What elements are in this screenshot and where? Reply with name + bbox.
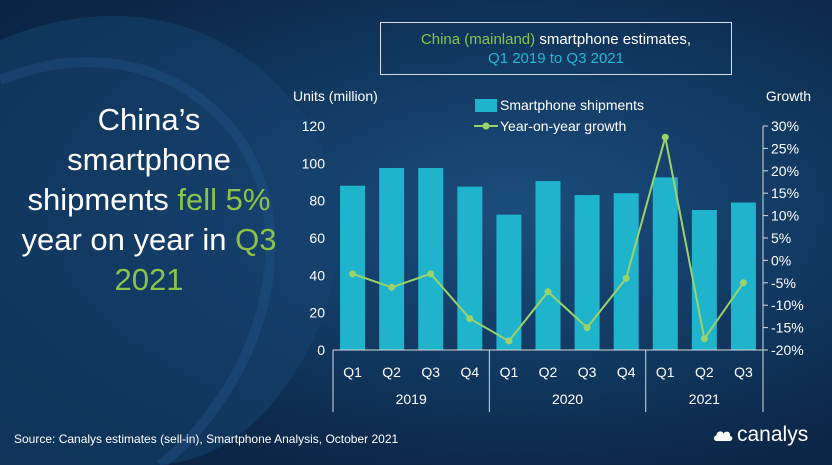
point-yoy-growth — [427, 270, 435, 278]
point-yoy-growth — [739, 279, 747, 287]
y-left-axis-title: Units (million) — [293, 88, 378, 104]
y-right-tick-label: -15% — [771, 320, 804, 336]
x-tick-label: Q1 — [656, 364, 675, 380]
x-tick-label: Q4 — [617, 364, 636, 380]
y-left-tick-label: 60 — [309, 230, 325, 246]
x-tick-label: Q2 — [539, 364, 558, 380]
chart-title-box: China (mainland) smartphone estimates, Q… — [380, 22, 732, 75]
canalys-logo: canalys — [712, 423, 808, 447]
title-period: Q1 2019 to Q3 2021 — [488, 50, 624, 67]
y-right-axis-title: Growth — [766, 88, 811, 104]
x-tick-label: Q3 — [421, 364, 440, 380]
bar-shipments — [379, 168, 405, 350]
point-yoy-growth — [349, 270, 357, 278]
y-right-tick-label: 20% — [771, 163, 799, 179]
y-left-tick-label: 100 — [302, 155, 326, 171]
y-right-tick-label: 0% — [771, 252, 791, 268]
x-year-label: 2021 — [689, 391, 720, 407]
headline-text-1: China’s smartphone shipments — [27, 102, 231, 217]
x-tick-label: Q3 — [734, 364, 753, 380]
y-right-tick-label: 15% — [771, 185, 799, 201]
x-tick-label: Q1 — [343, 364, 362, 380]
y-left-tick-label: 20 — [309, 305, 325, 321]
headline-text-2: year on year in — [21, 222, 236, 257]
x-tick-label: Q2 — [382, 364, 401, 380]
point-yoy-growth — [583, 324, 591, 332]
x-tick-label: Q1 — [500, 364, 519, 380]
bar-shipments — [418, 168, 444, 350]
y-right-tick-label: 30% — [771, 118, 799, 134]
legend-swatch-growth-marker — [482, 122, 490, 130]
y-left-tick-label: 0 — [317, 342, 325, 358]
bar-shipments — [535, 181, 561, 350]
headline-highlight-quarter: Q3 2021 — [114, 222, 277, 297]
point-yoy-growth — [661, 133, 669, 141]
headline-highlight-decline: fell 5% — [177, 182, 271, 217]
point-yoy-growth — [622, 274, 630, 282]
bar-shipments — [340, 185, 366, 350]
point-yoy-growth — [388, 283, 396, 291]
bar-shipments — [652, 177, 678, 350]
logo-text: canalys — [737, 423, 809, 446]
x-tick-label: Q4 — [460, 364, 479, 380]
x-tick-label: Q2 — [695, 364, 714, 380]
y-right-tick-label: -10% — [771, 297, 804, 313]
bar-shipments — [496, 214, 522, 350]
bar-shipments — [691, 210, 717, 350]
y-right-tick-label: 10% — [771, 208, 799, 224]
legend-swatch-shipments — [475, 99, 497, 112]
title-text: smartphone estimates, — [535, 31, 692, 48]
headline: China’s smartphone shipments fell 5% yea… — [18, 100, 280, 300]
x-year-label: 2019 — [396, 391, 427, 407]
source-note: Source: Canalys estimates (sell-in), Sma… — [14, 432, 399, 446]
y-left-tick-label: 80 — [309, 193, 325, 209]
y-right-tick-label: 5% — [771, 230, 791, 246]
y-right-tick-label: -5% — [771, 275, 796, 291]
y-left-tick-label: 120 — [302, 118, 326, 134]
legend-label-growth: Year-on-year growth — [500, 118, 626, 134]
title-region: China (mainland) — [420, 31, 536, 48]
x-year-label: 2020 — [552, 391, 583, 407]
bar-shipments — [730, 202, 756, 350]
cloud-icon — [713, 431, 733, 442]
legend-label-shipments: Smartphone shipments — [500, 97, 644, 113]
point-yoy-growth — [700, 335, 708, 343]
x-tick-label: Q3 — [578, 364, 597, 380]
y-right-tick-label: -20% — [771, 342, 804, 358]
bar-shipments — [457, 186, 483, 350]
y-right-tick-label: 25% — [771, 140, 799, 156]
point-yoy-growth — [505, 337, 513, 345]
bar-shipments — [613, 193, 639, 350]
y-left-tick-label: 40 — [309, 267, 325, 283]
point-yoy-growth — [544, 288, 552, 296]
point-yoy-growth — [466, 315, 474, 323]
